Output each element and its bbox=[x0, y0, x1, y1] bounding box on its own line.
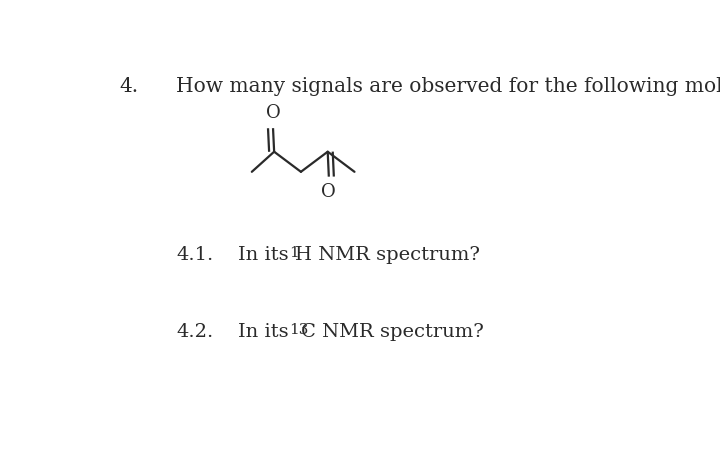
Text: O: O bbox=[321, 183, 336, 201]
Text: In its: In its bbox=[238, 246, 294, 264]
Text: 13: 13 bbox=[289, 323, 309, 337]
Text: 4.: 4. bbox=[120, 76, 139, 95]
Text: C NMR spectrum?: C NMR spectrum? bbox=[301, 323, 484, 341]
Text: 4.1.: 4.1. bbox=[176, 246, 214, 264]
Text: O: O bbox=[266, 104, 280, 122]
Text: 1: 1 bbox=[289, 246, 299, 260]
Text: H NMR spectrum?: H NMR spectrum? bbox=[295, 246, 480, 264]
Text: How many signals are observed for the following molecule: How many signals are observed for the fo… bbox=[176, 76, 720, 95]
Text: In its: In its bbox=[238, 323, 294, 341]
Text: 4.2.: 4.2. bbox=[176, 323, 214, 341]
